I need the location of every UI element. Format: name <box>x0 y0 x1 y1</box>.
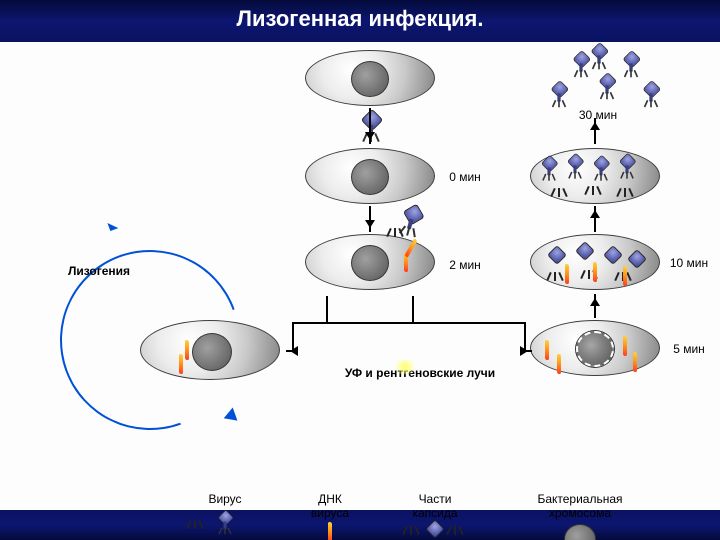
legend-chromosome: Бактериальная хромосома <box>510 488 650 540</box>
label-10min: 10 мин <box>664 256 714 270</box>
phage-free <box>550 83 568 108</box>
arrow-to-lytic-head <box>530 350 532 352</box>
arrow-to-lysogeny-shaft <box>286 350 294 352</box>
phage-free <box>622 53 640 78</box>
label-5min: 5 мин <box>664 342 714 356</box>
lysogeny-label: Лизогения <box>54 264 144 278</box>
arrow-up-5to10 <box>594 294 596 318</box>
legend: Вирус ДНК вируса Части капсида Бактериал… <box>180 488 710 540</box>
branch-horizontal <box>292 322 526 324</box>
arrow-up-10to30 <box>594 206 596 232</box>
cell-initial <box>305 50 435 106</box>
phage-shell-remnant <box>386 228 404 238</box>
branch-down-left <box>292 322 294 350</box>
arrow-down-1 <box>369 108 371 144</box>
phage-free <box>572 53 590 78</box>
legend-virus: Вирус <box>180 488 270 538</box>
phage-free <box>598 75 616 100</box>
branch-stem-left <box>326 296 328 322</box>
cell-5min <box>530 320 660 376</box>
lysogeny-cycle-arrowhead <box>224 408 248 431</box>
legend-capsid-label: Части капсида <box>390 492 480 520</box>
cell-0min <box>305 148 435 204</box>
slide-root: Лизогенная инфекция. Лизогения <box>0 0 720 540</box>
legend-capsid: Части капсида <box>390 488 480 540</box>
legend-dna-label: ДНК вируса <box>290 492 370 520</box>
phage-free <box>590 45 608 70</box>
label-30min: 30 мин <box>568 108 628 122</box>
label-0min: 0 мин <box>440 170 490 184</box>
branch-stem-right <box>412 296 414 322</box>
slide-title: Лизогенная инфекция. <box>0 6 720 32</box>
uv-glow <box>392 360 418 374</box>
legend-virus-label: Вирус <box>180 492 270 506</box>
legend-chromosome-label: Бактериальная хромосома <box>510 492 650 520</box>
phage-free <box>642 83 660 108</box>
label-2min: 2 мин <box>440 258 490 272</box>
arrow-down-2 <box>369 206 371 232</box>
cell-10min <box>530 234 660 290</box>
cell-30min-assembled <box>530 148 660 204</box>
label-uv-xray: УФ и рентгеновские лучи <box>320 366 520 380</box>
diagram-panel: Лизогения <box>0 42 720 510</box>
legend-dna: ДНК вируса <box>290 488 370 540</box>
